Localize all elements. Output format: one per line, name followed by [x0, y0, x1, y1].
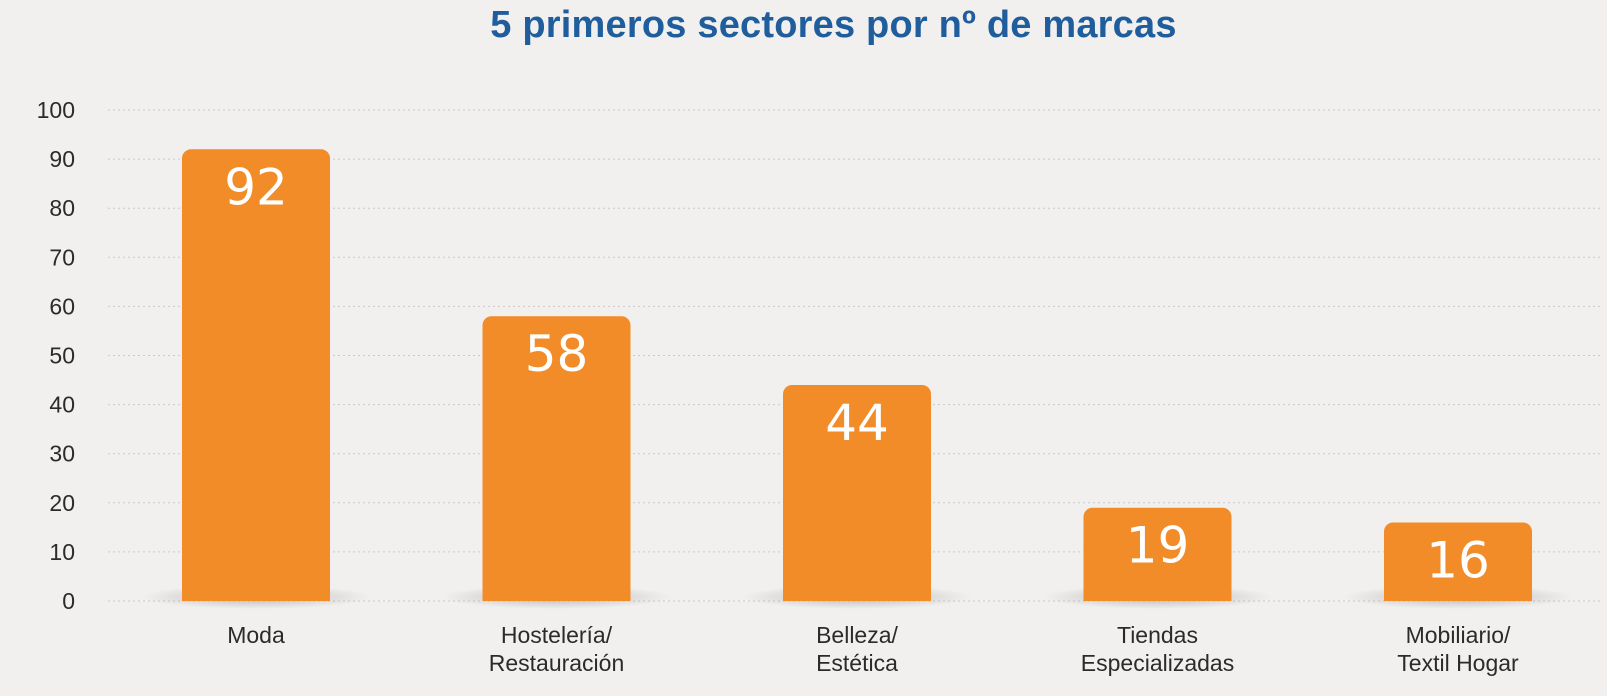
- category-label: Mobiliario/: [1406, 622, 1511, 648]
- bars: [182, 149, 1532, 601]
- bar-base: [1384, 591, 1532, 601]
- bar: [1384, 522, 1532, 601]
- bar: [1083, 507, 1232, 601]
- category-label: Estética: [816, 650, 898, 676]
- bar-base: [482, 591, 631, 601]
- category-label: Textil Hogar: [1397, 650, 1519, 676]
- bar-base: [783, 591, 931, 601]
- y-tick-label: 90: [49, 146, 75, 172]
- category-label: Belleza/: [816, 622, 898, 648]
- category-label: Tiendas: [1117, 622, 1198, 648]
- y-tick-label: 70: [49, 244, 75, 270]
- bar-value-labels: 92 58 44 19 16: [224, 158, 1490, 589]
- category-label: Restauración: [489, 650, 625, 676]
- y-tick-label: 60: [49, 293, 75, 319]
- x-axis-category-labels: Moda Hostelería/Restauración Belleza/Estét…: [227, 622, 1519, 676]
- y-tick-label: 40: [49, 392, 75, 418]
- bar-base: [1083, 591, 1232, 601]
- category-label: Hostelería/: [501, 622, 613, 648]
- bar: [182, 149, 330, 601]
- bar-value-label: 92: [224, 158, 288, 216]
- y-tick-label: 100: [37, 97, 75, 123]
- y-axis-ticks: 0 10 20 30 40 50 60 70 80 90 100: [37, 97, 75, 614]
- bar-value-label: 58: [525, 325, 589, 383]
- y-tick-label: 20: [49, 490, 75, 516]
- y-tick-label: 30: [49, 441, 75, 467]
- bar-value-label: 19: [1126, 517, 1190, 575]
- y-tick-label: 80: [49, 195, 75, 221]
- bar: [783, 384, 931, 601]
- category-label: Especializadas: [1081, 650, 1234, 676]
- y-tick-label: 10: [49, 539, 75, 565]
- bar-value-label: 44: [825, 394, 889, 452]
- chart-title: 5 primeros sectores por nº de marcas: [490, 4, 1177, 46]
- y-tick-label: 0: [62, 588, 75, 614]
- bar: [482, 316, 631, 601]
- y-tick-label: 50: [49, 343, 75, 369]
- category-label: Moda: [227, 622, 285, 648]
- bar-base: [182, 591, 330, 601]
- bar-value-label: 16: [1426, 531, 1490, 589]
